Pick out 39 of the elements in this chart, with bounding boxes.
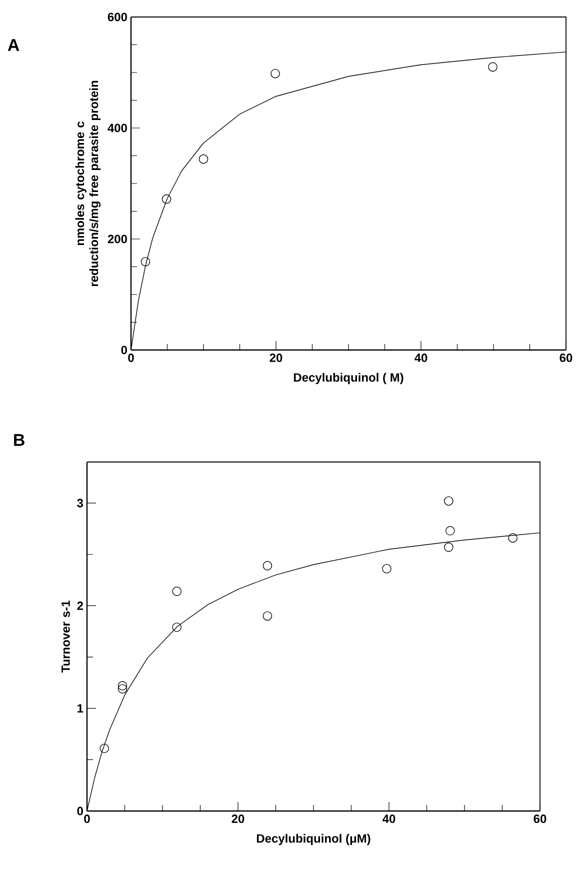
point bbox=[444, 542, 454, 552]
y-tick-label: 3 bbox=[77, 498, 84, 508]
point bbox=[382, 564, 392, 574]
x-tick-label: 0 bbox=[84, 814, 90, 824]
y-tick-label: 1 bbox=[78, 704, 84, 712]
point bbox=[488, 62, 498, 72]
x-tick-label: 20 bbox=[232, 814, 244, 824]
x-tick-label: 40 bbox=[382, 814, 396, 824]
y-axis-title: Turnover s-1 bbox=[62, 600, 70, 673]
x-tick-label: 0 bbox=[128, 354, 134, 362]
point bbox=[118, 684, 128, 694]
x-tick-label: 40 bbox=[414, 354, 428, 362]
point bbox=[508, 533, 518, 543]
point bbox=[270, 68, 280, 78]
text: A bbox=[8, 39, 20, 51]
point bbox=[198, 154, 208, 164]
y-axis-title: nmoles cytochrome c reduction/s/mg free parasite protein bbox=[75, 80, 101, 286]
point bbox=[118, 681, 128, 690]
point bbox=[140, 257, 150, 266]
y-tick-label: 600 bbox=[108, 12, 127, 22]
x-axis-title: Decylubiquinol ( M) bbox=[294, 372, 404, 384]
point bbox=[100, 744, 110, 754]
y-tick-label: 200 bbox=[108, 234, 127, 244]
point bbox=[172, 586, 182, 596]
x-axis-title: Decylubiquinol (μM) bbox=[256, 834, 370, 846]
point bbox=[444, 496, 454, 506]
point bbox=[262, 611, 272, 621]
point bbox=[162, 194, 172, 204]
x-tick-label: 60 bbox=[560, 354, 572, 362]
y-tick-label: 0 bbox=[121, 346, 127, 354]
text: B bbox=[14, 434, 24, 446]
point bbox=[172, 622, 182, 632]
x-tick-label: 20 bbox=[270, 354, 282, 362]
y-tick-label: 400 bbox=[108, 124, 127, 132]
y-tick-label: 2 bbox=[77, 602, 83, 610]
point bbox=[446, 526, 455, 536]
y-tick-label: 0 bbox=[77, 806, 83, 816]
x-tick-label: 60 bbox=[534, 814, 546, 824]
point bbox=[262, 561, 272, 570]
